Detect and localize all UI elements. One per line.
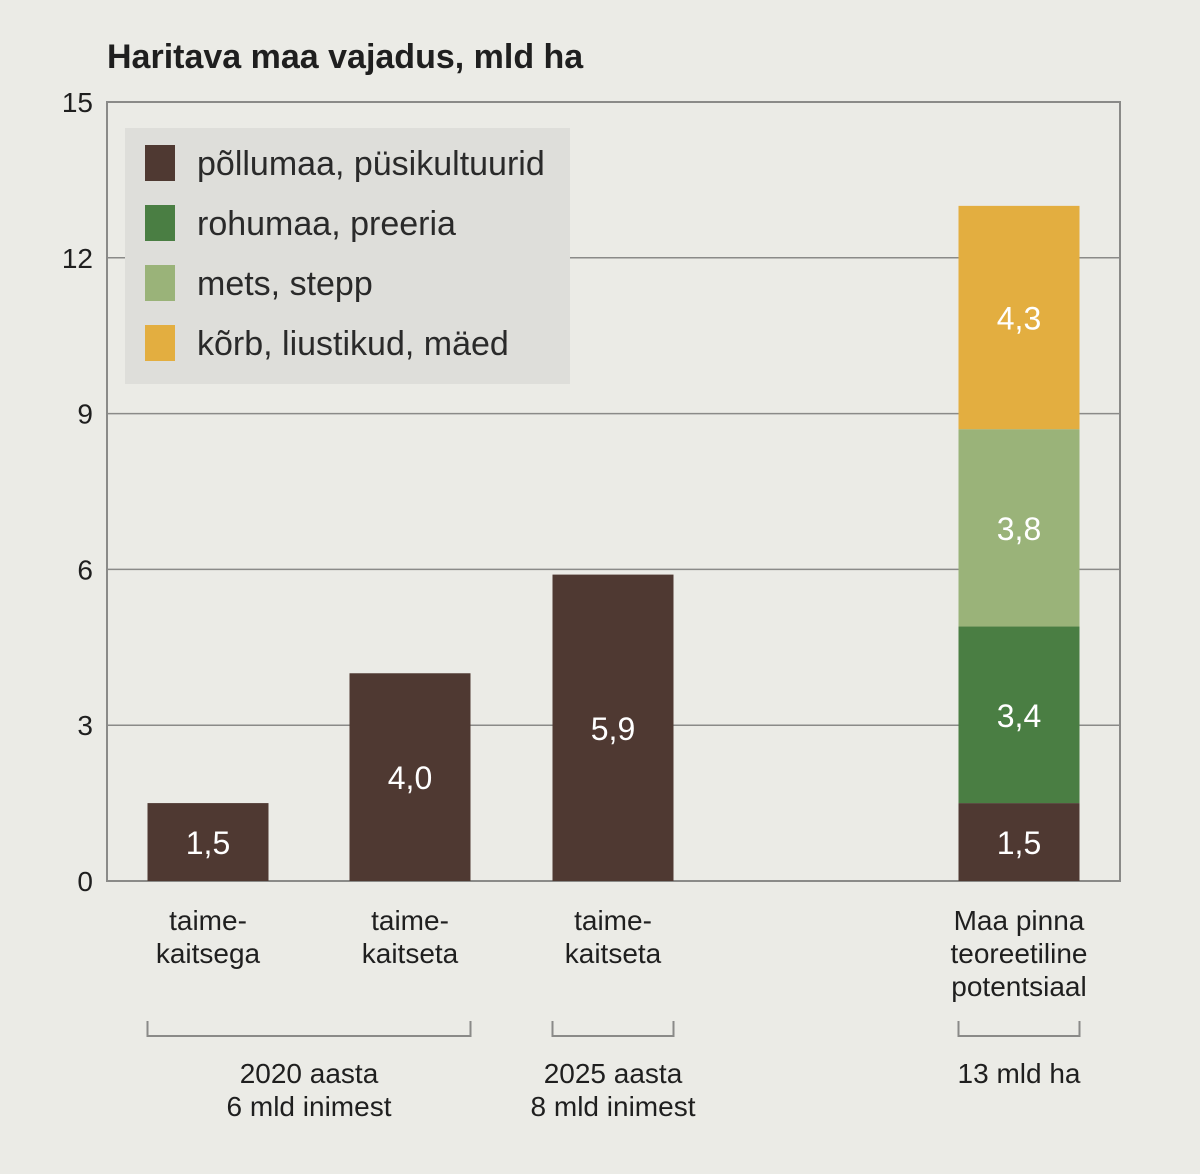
group-label: 2020 aasta (240, 1058, 379, 1089)
legend-label: põllumaa, püsikultuurid (197, 145, 545, 183)
bar-segment (349, 673, 471, 881)
bar-segment (147, 803, 269, 881)
bar-segment (958, 205, 1080, 430)
category-label: kaitseta (565, 938, 662, 969)
y-tick-label: 15 (62, 87, 93, 118)
bar-segment (552, 574, 674, 881)
legend: põllumaa, püsikultuurid rohumaa, preeria m… (125, 128, 570, 384)
category-label: Maa pinna (954, 905, 1085, 936)
data-label: 5,9 (591, 711, 635, 747)
category-label: taime- (371, 905, 449, 936)
bar-segment (958, 803, 1080, 881)
category-label: taime- (169, 905, 247, 936)
group-label: 2025 aasta (544, 1058, 683, 1089)
legend-label: mets, stepp (197, 265, 373, 303)
legend-swatch (145, 205, 175, 241)
y-tick-label: 9 (77, 399, 93, 430)
bar-segment (958, 626, 1080, 804)
legend-swatch (145, 325, 175, 361)
group-label: 6 mld inimest (227, 1091, 392, 1122)
chart-title: Haritava maa vajadus, mld ha (107, 38, 584, 76)
group-bracket (551, 1021, 675, 1037)
category-label: teoreetiline (951, 938, 1088, 969)
y-tick-label: 12 (62, 243, 93, 274)
legend-swatch (145, 145, 175, 181)
group-bracket (146, 1021, 472, 1037)
category-label: potentsiaal (951, 971, 1086, 1002)
legend-box (125, 128, 570, 384)
group-label: 8 mld inimest (531, 1091, 696, 1122)
data-label: 4,3 (997, 301, 1041, 337)
category-label: taime- (574, 905, 652, 936)
data-label: 1,5 (186, 825, 230, 861)
bar-segment (958, 429, 1080, 627)
group-bracket (957, 1021, 1081, 1037)
group-label: 13 mld ha (958, 1058, 1081, 1089)
data-label: 4,0 (388, 760, 432, 796)
legend-label: kõrb, liustikud, mäed (197, 325, 509, 363)
data-label: 1,5 (997, 825, 1041, 861)
legend-swatch (145, 265, 175, 301)
category-label: kaitsega (156, 938, 261, 969)
labels-layer: 1,54,05,91,53,43,84,3taime-kaitsegataime… (146, 301, 1088, 1122)
y-tick-label: 6 (77, 554, 93, 585)
bars-layer (147, 205, 1080, 881)
y-tick-label: 3 (77, 710, 93, 741)
data-label: 3,8 (997, 511, 1041, 547)
y-tick-label: 0 (77, 866, 93, 897)
data-label: 3,4 (997, 698, 1041, 734)
category-label: kaitseta (362, 938, 459, 969)
legend-label: rohumaa, preeria (197, 205, 456, 243)
